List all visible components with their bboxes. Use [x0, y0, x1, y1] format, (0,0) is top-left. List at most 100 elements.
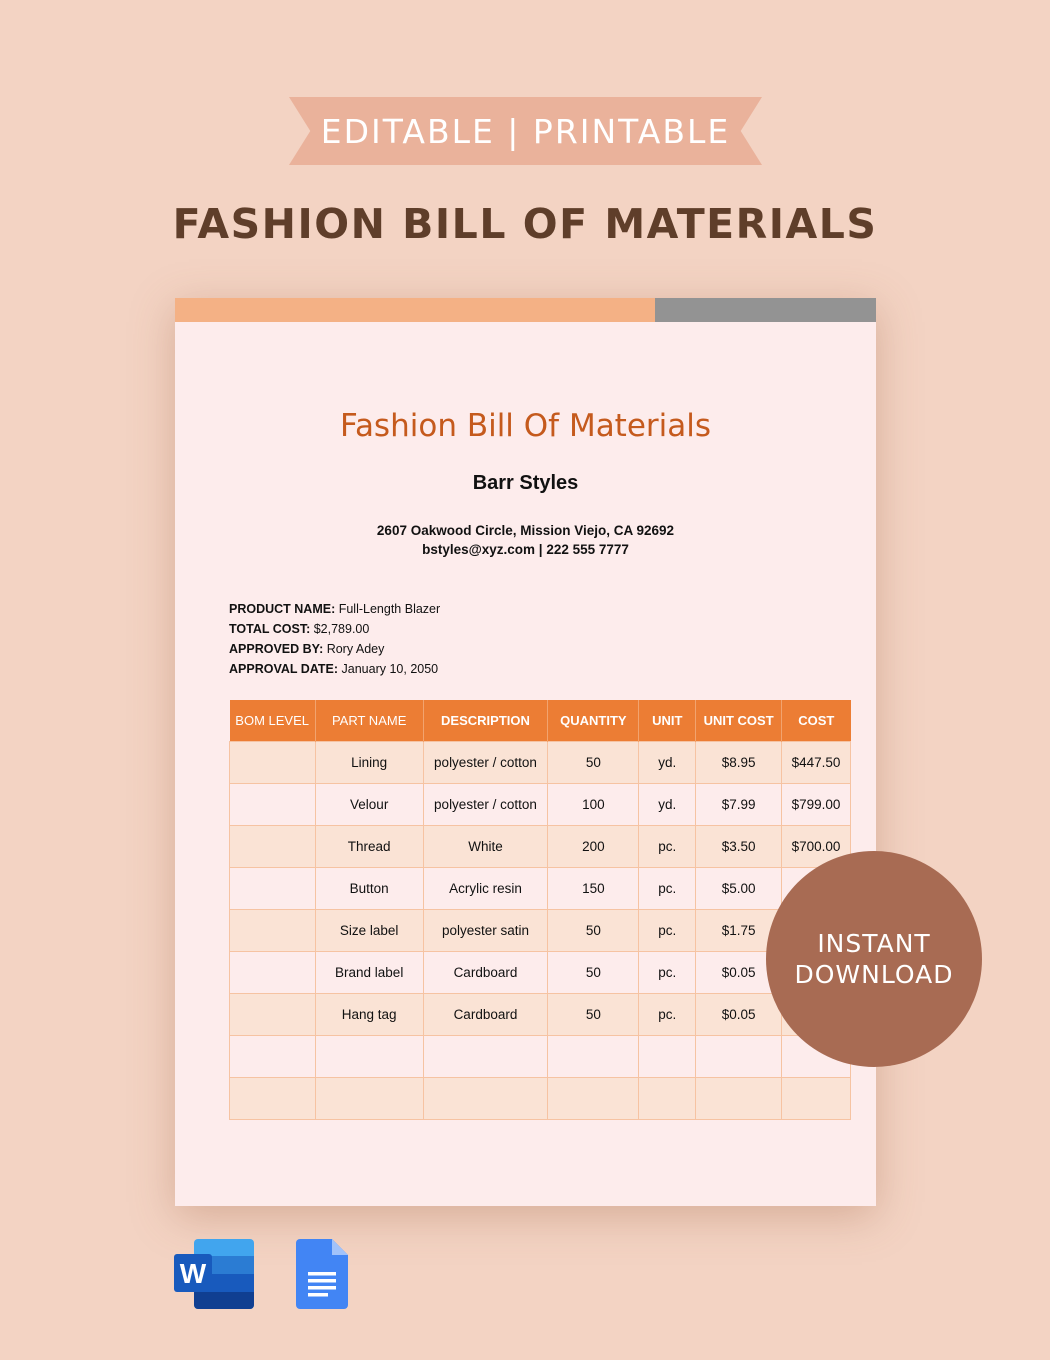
- table-cell[interactable]: [422, 1035, 549, 1078]
- badge-line-2: DOWNLOAD: [794, 960, 954, 989]
- table-row: [229, 1077, 851, 1120]
- product-meta: PRODUCT NAME: Full-Length Blazer TOTAL C…: [229, 599, 440, 679]
- table-cell[interactable]: Thread: [314, 825, 424, 868]
- table-cell[interactable]: [229, 993, 316, 1036]
- meta-label: APPROVAL DATE:: [229, 662, 339, 676]
- meta-value: Rory Adey: [323, 642, 385, 656]
- document-preview: Fashion Bill Of Materials Barr Styles 26…: [175, 298, 876, 1206]
- table-cell[interactable]: [229, 1077, 316, 1120]
- table-cell[interactable]: yd.: [638, 741, 697, 784]
- table-cell[interactable]: $700.00: [781, 825, 851, 868]
- table-cell[interactable]: 100: [547, 783, 640, 826]
- table-cell[interactable]: [229, 1035, 316, 1078]
- table-cell[interactable]: pc.: [638, 993, 697, 1036]
- table-cell[interactable]: pc.: [638, 825, 697, 868]
- table-cell[interactable]: Acrylic resin: [422, 867, 549, 910]
- table-cell[interactable]: 200: [547, 825, 640, 868]
- table-cell[interactable]: [547, 1035, 640, 1078]
- table-cell[interactable]: [229, 825, 316, 868]
- instant-download-badge[interactable]: INSTANT DOWNLOAD: [766, 851, 982, 1067]
- table-cell[interactable]: Lining: [314, 741, 424, 784]
- table-row: Thread White 200 pc. $3.50 $700.00: [229, 825, 851, 868]
- column-header: PART NAME: [314, 700, 424, 742]
- table-cell[interactable]: [229, 867, 316, 910]
- meta-value: $2,789.00: [310, 622, 370, 636]
- meta-total-cost: TOTAL COST: $2,789.00: [229, 619, 440, 639]
- table-cell[interactable]: $1.75: [695, 909, 783, 952]
- microsoft-word-icon[interactable]: W: [174, 1239, 254, 1309]
- table-cell[interactable]: 150: [547, 867, 640, 910]
- table-cell[interactable]: polyester / cotton: [422, 783, 549, 826]
- table-cell[interactable]: $799.00: [781, 783, 851, 826]
- table-cell[interactable]: $5.00: [695, 867, 783, 910]
- table-cell[interactable]: 50: [547, 909, 640, 952]
- table-cell[interactable]: Size label: [314, 909, 424, 952]
- google-docs-icon[interactable]: [296, 1239, 348, 1309]
- ribbon-text: EDITABLE | PRINTABLE: [320, 111, 731, 151]
- table-cell[interactable]: Brand label: [314, 951, 424, 994]
- table-cell[interactable]: $447.50: [781, 741, 851, 784]
- column-header: BOM LEVEL: [229, 700, 316, 742]
- table-cell[interactable]: [229, 951, 316, 994]
- column-header: COST: [781, 700, 851, 742]
- table-cell[interactable]: $8.95: [695, 741, 783, 784]
- table-cell[interactable]: pc.: [638, 909, 697, 952]
- table-cell[interactable]: [781, 1077, 851, 1120]
- table-cell[interactable]: $7.99: [695, 783, 783, 826]
- table-row: Lining polyester / cotton 50 yd. $8.95 $447.5…: [229, 741, 851, 784]
- table-row: Size label polyester satin 50 pc. $1.75: [229, 909, 851, 952]
- table-cell[interactable]: Velour: [314, 783, 424, 826]
- table-cell[interactable]: pc.: [638, 951, 697, 994]
- table-cell[interactable]: [229, 741, 316, 784]
- table-header-row: BOM LEVEL PART NAME DESCRIPTION QUANTITY UNI…: [229, 700, 851, 742]
- table-cell[interactable]: [695, 1077, 783, 1120]
- table-cell[interactable]: 50: [547, 741, 640, 784]
- table-row: [229, 1035, 851, 1078]
- meta-value: January 10, 2050: [338, 662, 439, 676]
- page-title: FASHION BILL OF MATERIALS: [172, 200, 878, 248]
- document-title: Fashion Bill Of Materials: [339, 408, 712, 444]
- table-cell[interactable]: $0.05: [695, 993, 783, 1036]
- table-row: Hang tag Cardboard 50 pc. $0.05: [229, 993, 851, 1036]
- table-cell[interactable]: $3.50: [695, 825, 783, 868]
- table-cell[interactable]: [638, 1077, 697, 1120]
- company-address: 2607 Oakwood Circle, Mission Viejo, CA 9…: [376, 523, 675, 538]
- table-cell[interactable]: Hang tag: [314, 993, 424, 1036]
- table-cell[interactable]: Cardboard: [422, 993, 549, 1036]
- table-cell[interactable]: 50: [547, 993, 640, 1036]
- header-bar-orange: [175, 298, 655, 322]
- company-address-block: 2607 Oakwood Circle, Mission Viejo, CA 9…: [175, 521, 876, 559]
- format-ribbon: EDITABLE | PRINTABLE: [289, 97, 762, 165]
- meta-label: APPROVED BY:: [229, 642, 324, 656]
- table-cell[interactable]: [695, 1035, 783, 1078]
- table-cell[interactable]: [229, 783, 316, 826]
- table-body: Lining polyester / cotton 50 yd. $8.95 $447.5…: [229, 741, 851, 1120]
- table-cell[interactable]: polyester / cotton: [422, 741, 549, 784]
- table-cell[interactable]: [422, 1077, 549, 1120]
- company-contact: bstyles@xyz.com | 222 555 7777: [422, 542, 629, 557]
- table-cell[interactable]: 50: [547, 951, 640, 994]
- meta-approved-by: APPROVED BY: Rory Adey: [229, 639, 440, 659]
- table-cell[interactable]: Cardboard: [422, 951, 549, 994]
- svg-text:W: W: [180, 1258, 207, 1289]
- badge-line-1: INSTANT: [817, 929, 931, 958]
- table-row: Velour polyester / cotton 100 yd. $7.99 $799.…: [229, 783, 851, 826]
- table-cell[interactable]: [547, 1077, 640, 1120]
- table-cell[interactable]: Button: [314, 867, 424, 910]
- table-cell[interactable]: [314, 1077, 424, 1120]
- meta-product-name: PRODUCT NAME: Full-Length Blazer: [229, 599, 440, 619]
- table-cell[interactable]: [314, 1035, 424, 1078]
- table-row: Brand label Cardboard 50 pc. $0.05: [229, 951, 851, 994]
- meta-label: PRODUCT NAME:: [229, 602, 336, 616]
- column-header: DESCRIPTION: [422, 700, 548, 742]
- meta-label: TOTAL COST:: [229, 622, 311, 636]
- table-cell[interactable]: polyester satin: [422, 909, 549, 952]
- table-cell[interactable]: [229, 909, 316, 952]
- table-cell[interactable]: White: [422, 825, 549, 868]
- header-bar-gray: [655, 298, 876, 322]
- table-cell[interactable]: pc.: [638, 867, 697, 910]
- column-header: UNIT COST: [695, 700, 782, 742]
- table-cell[interactable]: yd.: [638, 783, 697, 826]
- table-cell[interactable]: [638, 1035, 697, 1078]
